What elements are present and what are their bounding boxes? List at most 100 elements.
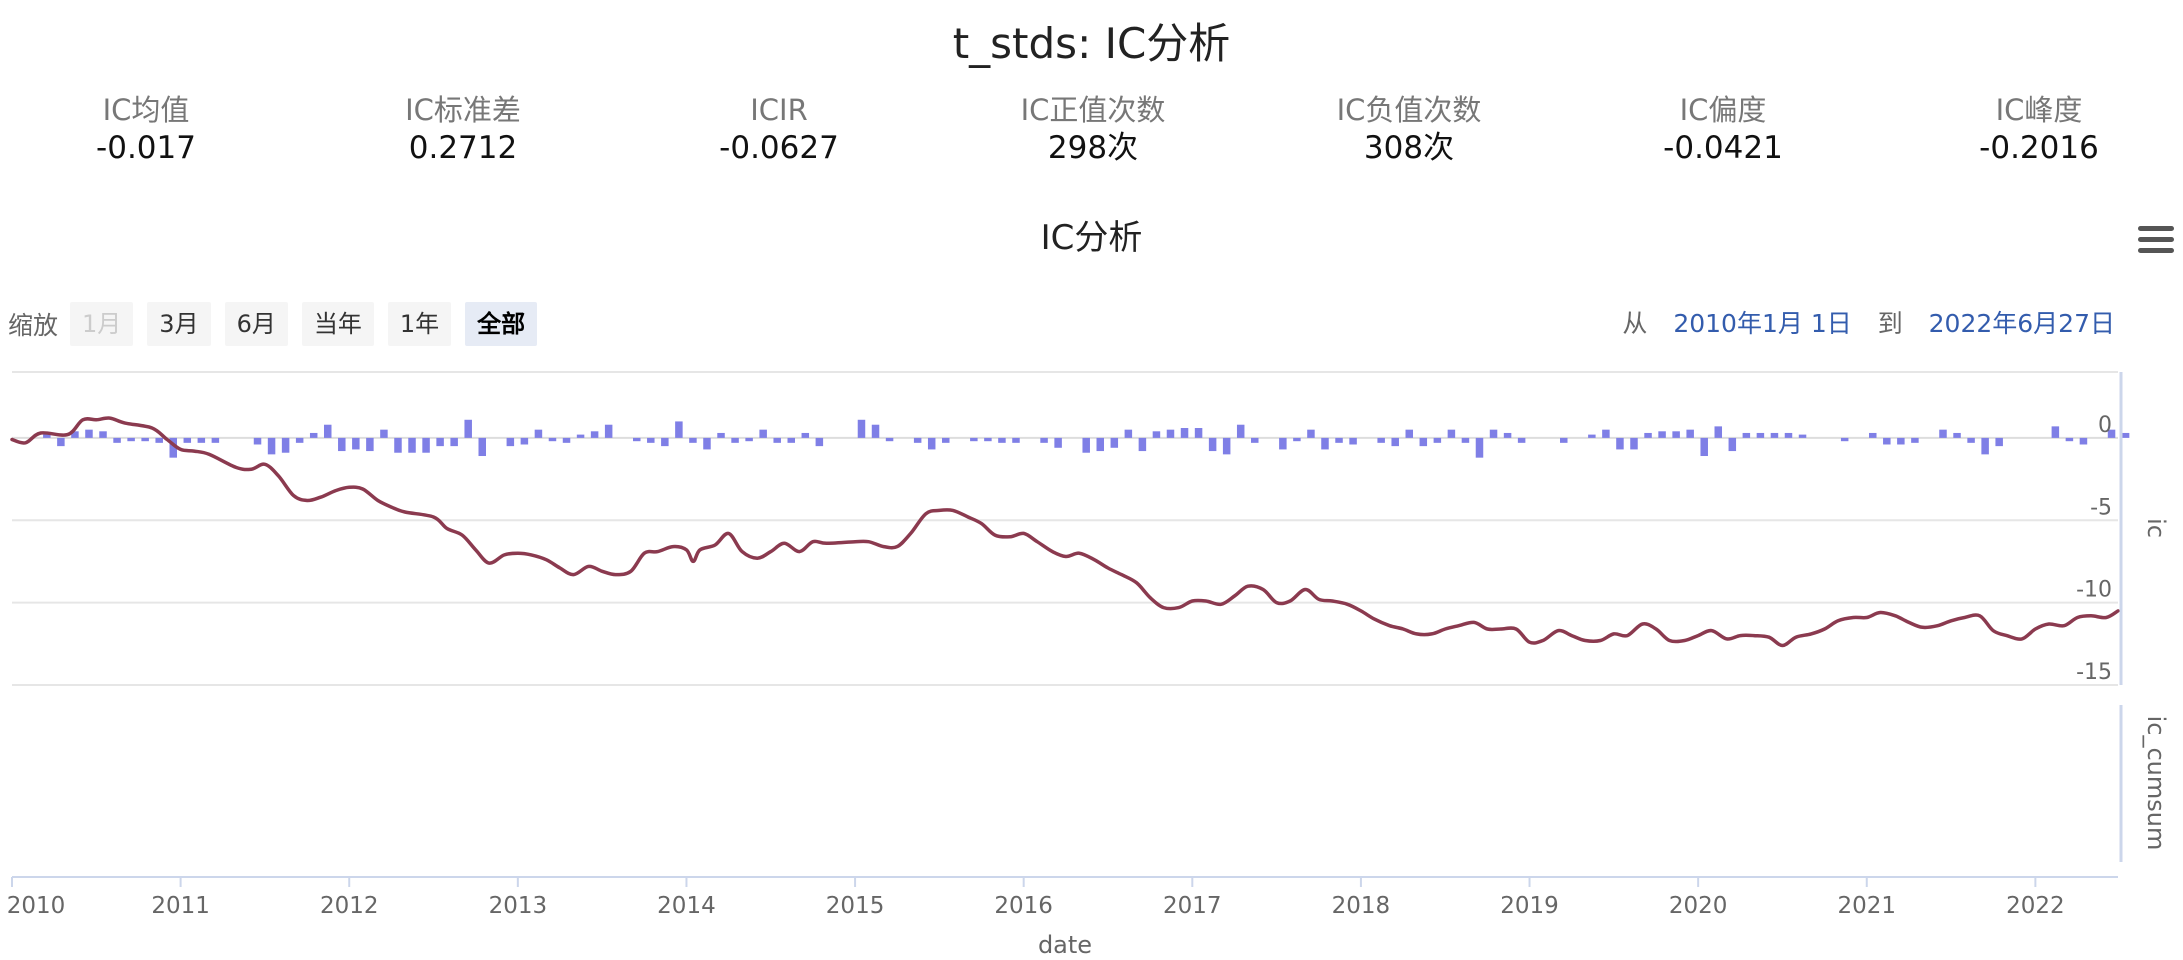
ic-bar bbox=[942, 437, 950, 443]
stat-label: IC偏度 bbox=[1679, 93, 1767, 127]
ic-bar bbox=[253, 437, 262, 445]
ic-bar bbox=[970, 437, 978, 442]
axis-layer: 0 -5 -10 -15 ic ic_cumsum 2010 2011 2012 2013 2014… bbox=[7, 372, 2170, 959]
ic-bar bbox=[309, 432, 318, 438]
ic-bar bbox=[576, 434, 585, 438]
stat-value: 298次 bbox=[1047, 130, 1139, 166]
ic-bar bbox=[1503, 432, 1512, 438]
stat-ic-kurtosis: IC峰度 -0.2016 bbox=[1909, 92, 2169, 168]
ic-bar bbox=[1475, 437, 1484, 458]
ic-bar bbox=[394, 437, 402, 453]
ic-bar bbox=[1742, 432, 1751, 438]
ic-bar bbox=[1279, 437, 1287, 450]
ic-bar bbox=[1138, 437, 1147, 452]
stat-icir: ICIR -0.0627 bbox=[649, 92, 909, 168]
y-axis-title-ic-cumsum: ic_cumsum bbox=[2142, 716, 2170, 851]
range-from-label: 从 bbox=[1622, 309, 1648, 338]
ic-bar bbox=[885, 437, 894, 442]
ic-bar bbox=[661, 437, 669, 447]
stat-ic-std: IC标准差 0.2712 bbox=[333, 92, 593, 168]
x-tick-label: 2011 bbox=[151, 893, 210, 919]
stat-value: -0.017 bbox=[96, 130, 196, 166]
y-tick-label: -5 bbox=[2090, 495, 2112, 520]
ic-bar bbox=[366, 437, 374, 452]
ic-bar bbox=[1840, 437, 1849, 442]
zoom-1m-button[interactable]: 1月 bbox=[70, 302, 134, 346]
ic-bar bbox=[1658, 431, 1666, 438]
page-title: t_stds: IC分析 bbox=[952, 19, 1231, 68]
zoom-1y-button[interactable]: 1年 bbox=[387, 302, 452, 346]
zoom-all-button[interactable]: 全部 bbox=[465, 302, 538, 346]
ic-bar bbox=[43, 432, 51, 438]
x-tick-label: 2022 bbox=[2006, 893, 2065, 919]
range-selector-zoom: 缩放 1月 3月 6月 当年 1年 全部 bbox=[8, 302, 551, 346]
ic-bar bbox=[197, 437, 206, 443]
ic-bar bbox=[352, 437, 360, 450]
ic-bar bbox=[1517, 437, 1526, 443]
ic-bar bbox=[1166, 429, 1175, 438]
ic-bar bbox=[1293, 437, 1301, 442]
zoom-label: 缩放 bbox=[8, 311, 59, 340]
stats-row: IC均值 -0.017 IC标准差 0.2712 ICIR -0.0627 IC… bbox=[0, 92, 2183, 172]
ic-bar bbox=[281, 437, 290, 453]
ic-bar bbox=[1236, 424, 1245, 438]
ic-bar bbox=[717, 432, 725, 438]
x-tick-label: 2012 bbox=[320, 893, 379, 919]
ic-bar bbox=[745, 437, 753, 442]
ic-bar bbox=[1335, 437, 1343, 443]
range-from-input[interactable]: 2010年1月 1日 bbox=[1673, 309, 1852, 338]
ic-bar bbox=[1981, 437, 1989, 455]
ic-bar bbox=[1588, 434, 1596, 438]
x-tick-label: 2010 bbox=[7, 893, 66, 919]
ic-bar bbox=[1784, 432, 1793, 438]
chart-menu-icon[interactable] bbox=[2138, 226, 2174, 258]
ic-bar bbox=[1307, 429, 1315, 438]
ic-bar bbox=[647, 437, 655, 443]
ic-bar bbox=[633, 437, 641, 442]
ic-bar bbox=[590, 431, 599, 438]
y-tick-label: -10 bbox=[2076, 578, 2112, 603]
ic-bar bbox=[2079, 437, 2088, 445]
ic-bar bbox=[1995, 437, 2003, 447]
ic-bar bbox=[267, 437, 276, 455]
ic-bar bbox=[1630, 437, 1638, 450]
stat-value: 308次 bbox=[1363, 130, 1455, 166]
ic-bar bbox=[1939, 429, 1947, 438]
ic-bar bbox=[1798, 434, 1807, 438]
x-tick-label: 2019 bbox=[1500, 893, 1559, 919]
ic-bar bbox=[562, 437, 571, 443]
ic-bar bbox=[1644, 432, 1652, 438]
ic-bar bbox=[1897, 437, 1905, 445]
ic-bar bbox=[113, 437, 121, 443]
ic-bar bbox=[1222, 437, 1231, 455]
stat-ic-negative-count: IC负值次数 308次 bbox=[1279, 92, 1539, 168]
stat-ic-positive-count: IC正值次数 298次 bbox=[963, 92, 1223, 168]
ic-bar bbox=[2051, 426, 2060, 438]
x-tick-label: 2021 bbox=[1837, 893, 1896, 919]
ic-bar bbox=[1489, 429, 1498, 438]
ic-bar bbox=[1602, 429, 1610, 438]
stat-label: IC标准差 bbox=[405, 93, 521, 127]
ic-bar bbox=[380, 429, 388, 438]
zoom-ytd-button[interactable]: 当年 bbox=[301, 302, 374, 346]
stat-label: ICIR bbox=[750, 93, 808, 127]
ic-bar bbox=[338, 437, 346, 452]
ic-bar bbox=[183, 437, 192, 443]
range-to-input[interactable]: 2022年6月27日 bbox=[1928, 309, 2115, 338]
zoom-3m-button[interactable]: 3月 bbox=[147, 302, 211, 346]
ic-bar bbox=[1040, 437, 1048, 443]
ic-bar bbox=[731, 437, 739, 443]
stat-value: 0.2712 bbox=[408, 130, 518, 166]
x-tick-label: 2014 bbox=[657, 893, 716, 919]
ic-bar bbox=[1953, 432, 1961, 438]
ic-bar bbox=[1349, 437, 1357, 445]
ic-bar bbox=[703, 437, 711, 450]
ic-bar bbox=[2065, 437, 2074, 442]
ic-bar bbox=[1967, 437, 1975, 443]
ic-bar bbox=[1672, 431, 1680, 438]
ic-bar bbox=[1180, 428, 1189, 438]
ic-bar bbox=[2107, 429, 2116, 438]
zoom-6m-button[interactable]: 6月 bbox=[224, 302, 288, 346]
ic-bar bbox=[85, 429, 93, 438]
ic-bar bbox=[323, 424, 332, 438]
